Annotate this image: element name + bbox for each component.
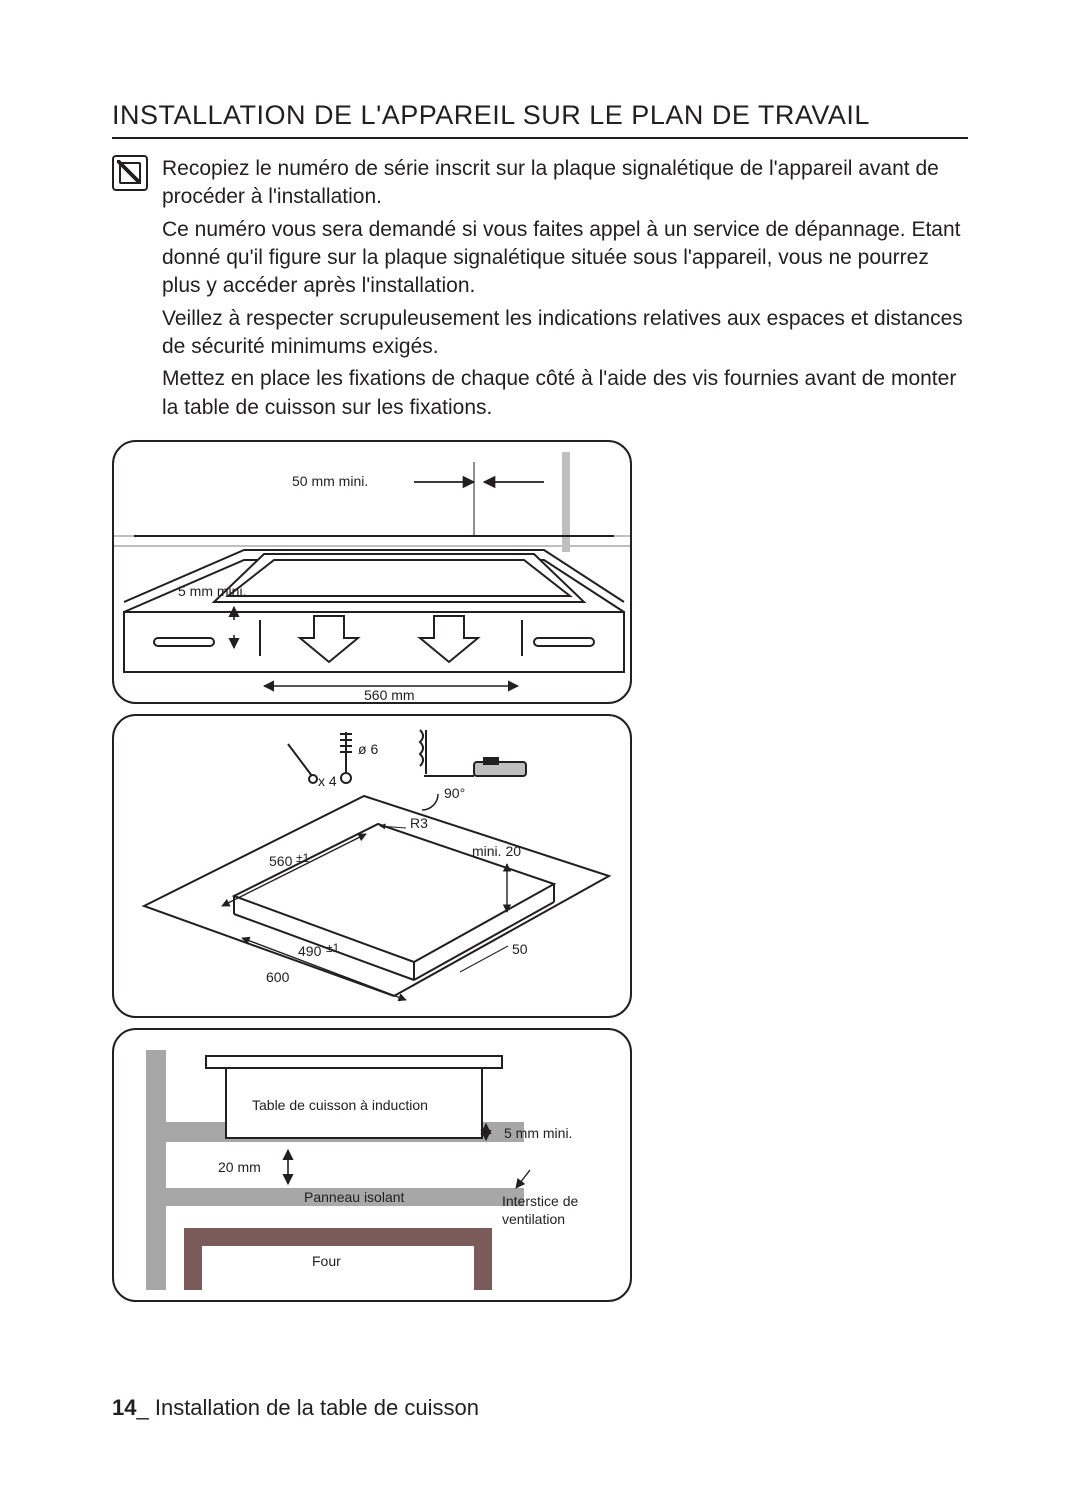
note-block: Recopiez le numéro de série inscrit sur … xyxy=(112,155,968,426)
figure-1: 50 mm mini. 5 xyxy=(112,440,632,704)
paragraph-1: Recopiez le numéro de série inscrit sur … xyxy=(162,155,968,212)
fig3-panel: Panneau isolant xyxy=(304,1189,405,1205)
fig2-50: 50 xyxy=(512,941,528,957)
fig2-560-tol: ±1 xyxy=(296,851,310,865)
fig1-label-50mm: 50 mm mini. xyxy=(292,473,368,489)
section-heading: INSTALLATION DE L'APPAREIL SUR LE PLAN D… xyxy=(112,100,968,139)
paragraph-3: Veillez à respecter scrupuleusement les … xyxy=(162,305,968,362)
footer-sep: _ xyxy=(136,1395,148,1420)
fig3-hob-label: Table de cuisson à induction xyxy=(252,1097,428,1113)
fig3-vent2: ventilation xyxy=(502,1211,565,1227)
fig1-label-5mm: 5 mm mini. xyxy=(178,583,246,599)
page-footer: 14_ Installation de la table de cuisson xyxy=(112,1395,479,1421)
fig1-label-560: 560 mm xyxy=(364,687,415,702)
footer-title: Installation de la table de cuisson xyxy=(149,1395,479,1420)
fig2-560: 560 xyxy=(269,853,293,869)
fig3-5mm: 5 mm mini. xyxy=(504,1125,572,1141)
fig2-drill-dia: ø 6 xyxy=(358,741,378,757)
fig2-screw-qty: x 4 xyxy=(318,773,337,789)
fig2-angle: 90° xyxy=(444,785,465,801)
figure-3: Table de cuisson à induction 5 mm mini. … xyxy=(112,1028,632,1302)
paragraph-4: Mettez en place les fixations de chaque … xyxy=(162,365,968,422)
fig3-vent1: Interstice de xyxy=(502,1193,578,1209)
fig2-600: 600 xyxy=(266,969,290,985)
note-icon xyxy=(112,155,148,191)
paragraph-2: Ce numéro vous sera demandé si vous fait… xyxy=(162,216,968,301)
fig2-490: 490 xyxy=(298,943,322,959)
fig2-490-tol: ±1 xyxy=(326,941,340,955)
fig2-r3: R3 xyxy=(410,815,428,831)
figure-2: ø 6 x 4 90° R3 mini. 20 560 xyxy=(112,714,632,1018)
footer-page-number: 14 xyxy=(112,1395,136,1420)
fig2-min20: mini. 20 xyxy=(472,843,521,859)
fig3-20mm: 20 mm xyxy=(218,1159,261,1175)
fig3-oven: Four xyxy=(312,1253,341,1269)
